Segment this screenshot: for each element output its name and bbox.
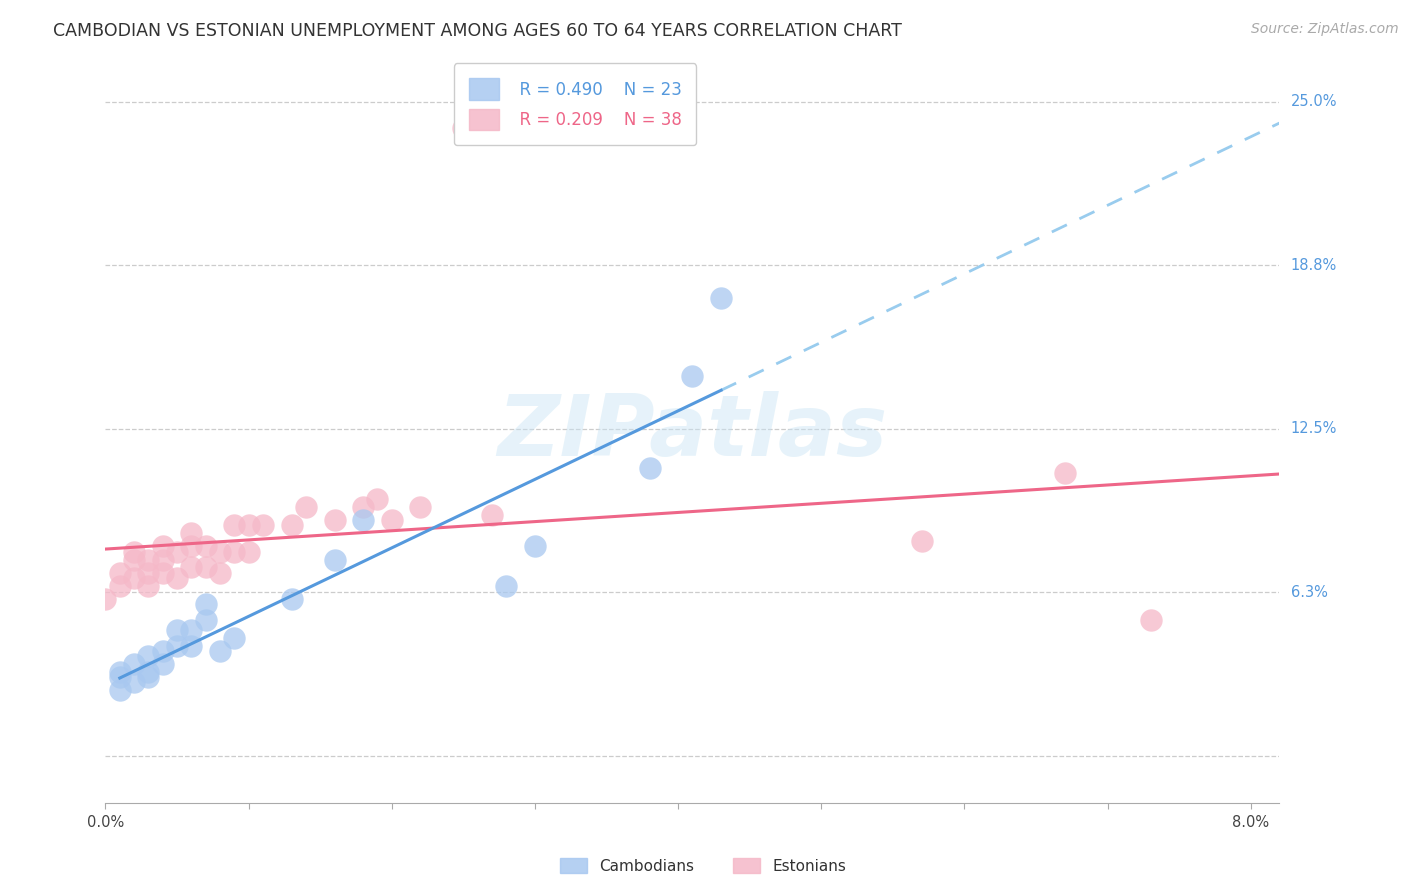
Point — [180, 540, 202, 554]
Point — [152, 657, 174, 672]
Point — [323, 552, 346, 566]
Point — [208, 566, 231, 580]
Point — [138, 649, 160, 664]
Text: 25.0%: 25.0% — [1291, 95, 1337, 109]
Point — [152, 644, 174, 658]
Point — [108, 665, 131, 679]
Point — [710, 291, 733, 305]
Point — [108, 566, 131, 580]
Point — [166, 571, 188, 585]
Text: 12.5%: 12.5% — [1291, 421, 1337, 436]
Point — [180, 623, 202, 637]
Point — [152, 552, 174, 566]
Point — [366, 492, 388, 507]
Point — [352, 513, 374, 527]
Point — [122, 544, 145, 558]
Point — [152, 566, 174, 580]
Point — [638, 461, 661, 475]
Point — [194, 560, 217, 574]
Text: CAMBODIAN VS ESTONIAN UNEMPLOYMENT AMONG AGES 60 TO 64 YEARS CORRELATION CHART: CAMBODIAN VS ESTONIAN UNEMPLOYMENT AMONG… — [53, 22, 903, 40]
Point — [280, 591, 302, 606]
Legend:   R = 0.490    N = 23,   R = 0.209    N = 38: R = 0.490 N = 23, R = 0.209 N = 38 — [454, 63, 696, 145]
Point — [122, 657, 145, 672]
Point — [194, 597, 217, 611]
Point — [682, 369, 704, 384]
Point — [1139, 613, 1161, 627]
Point — [208, 544, 231, 558]
Point — [224, 631, 246, 645]
Text: 6.3%: 6.3% — [1291, 584, 1327, 599]
Text: ZIPatlas: ZIPatlas — [498, 391, 887, 475]
Point — [138, 665, 160, 679]
Point — [252, 518, 274, 533]
Point — [224, 518, 246, 533]
Point — [453, 120, 475, 135]
Point — [180, 526, 202, 541]
Point — [280, 518, 302, 533]
Point — [108, 670, 131, 684]
Text: 18.8%: 18.8% — [1291, 258, 1337, 273]
Point — [138, 579, 160, 593]
Point — [152, 540, 174, 554]
Point — [94, 591, 117, 606]
Point — [523, 540, 546, 554]
Point — [180, 560, 202, 574]
Point — [138, 670, 160, 684]
Point — [208, 644, 231, 658]
Text: Source: ZipAtlas.com: Source: ZipAtlas.com — [1251, 22, 1399, 37]
Point — [323, 513, 346, 527]
Legend: Cambodians, Estonians: Cambodians, Estonians — [554, 852, 852, 880]
Point — [122, 675, 145, 690]
Point — [495, 579, 517, 593]
Point — [238, 518, 260, 533]
Point — [108, 683, 131, 698]
Point — [194, 540, 217, 554]
Point — [1053, 466, 1076, 480]
Point — [352, 500, 374, 515]
Point — [409, 500, 432, 515]
Point — [166, 544, 188, 558]
Point — [122, 552, 145, 566]
Point — [910, 534, 932, 549]
Point — [180, 639, 202, 653]
Point — [481, 508, 503, 522]
Point — [138, 566, 160, 580]
Point — [295, 500, 318, 515]
Point — [122, 571, 145, 585]
Point — [224, 544, 246, 558]
Point — [166, 639, 188, 653]
Point — [194, 613, 217, 627]
Point — [238, 544, 260, 558]
Point — [166, 623, 188, 637]
Point — [381, 513, 404, 527]
Point — [108, 579, 131, 593]
Point — [138, 552, 160, 566]
